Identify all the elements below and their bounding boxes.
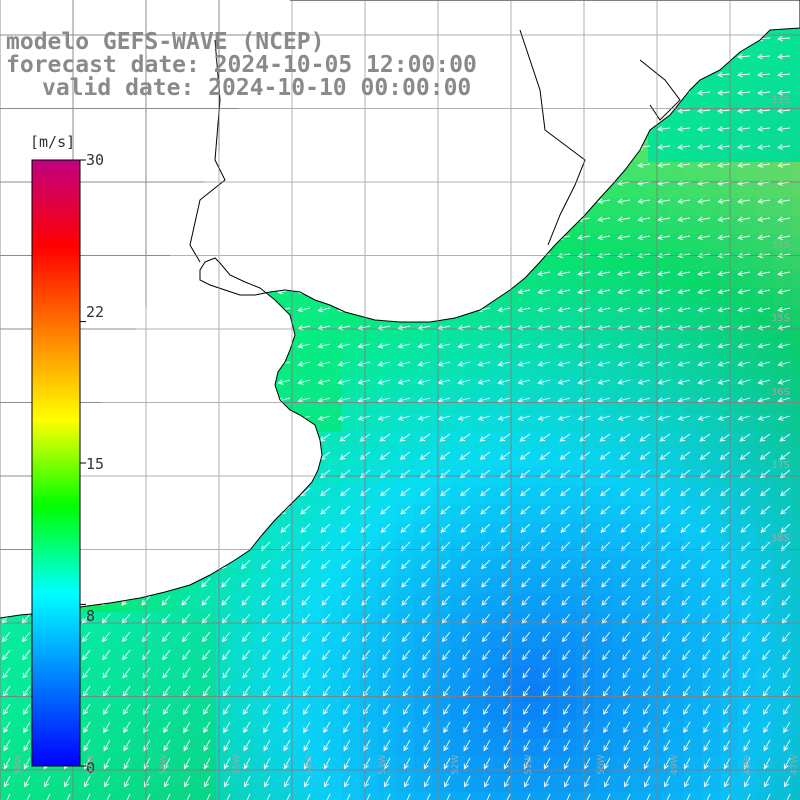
colorbar-tick-22: 22 (86, 303, 105, 321)
lon-label-58w: 58W (14, 754, 24, 775)
lon-label-51w: 51W (524, 754, 534, 775)
lon-label-57w: 57W (86, 754, 96, 775)
colorbar (31, 159, 81, 767)
valid-date: valid date: 2024-10-10 00:00:00 (42, 75, 472, 101)
lon-label-49w: 49W (670, 754, 680, 775)
colorbar-tick-30: 30 (86, 151, 105, 169)
lon-label-47w: 47W (790, 754, 800, 775)
lat-label-34s: 34S (770, 240, 790, 251)
colorbar-tick-15: 15 (86, 455, 105, 473)
lon-label-53w: 53W (378, 754, 388, 775)
colorbar-unit: [m/s] (30, 133, 76, 151)
lon-label-54w: 54W (305, 754, 315, 775)
lon-label-50w: 50W (597, 754, 607, 775)
colorbar-tick-0: 0 (86, 759, 96, 777)
colorbar-tick-8: 8 (86, 607, 96, 625)
lat-label-38s: 38S (770, 533, 790, 544)
model-title: modelo GEFS-WAVE (NCEP) (6, 29, 325, 55)
lat-label-35s: 35S (770, 313, 790, 324)
land-area (0, 0, 800, 618)
country-border-east (519, 29, 586, 246)
lon-label-52w: 52W (451, 754, 461, 775)
lon-label-55w: 55W (232, 754, 242, 775)
lat-label-37s: 37S (770, 460, 790, 471)
lon-label-56w: 56W (159, 754, 169, 775)
country-border (189, 39, 226, 263)
lat-label-33s: 33S (770, 95, 790, 106)
lat-label-36s: 36S (770, 387, 790, 398)
coastline (0, 0, 800, 619)
lon-label-48w: 48W (743, 754, 753, 775)
forecast-date: forecast date: 2024-10-05 12:00:00 (6, 52, 477, 78)
